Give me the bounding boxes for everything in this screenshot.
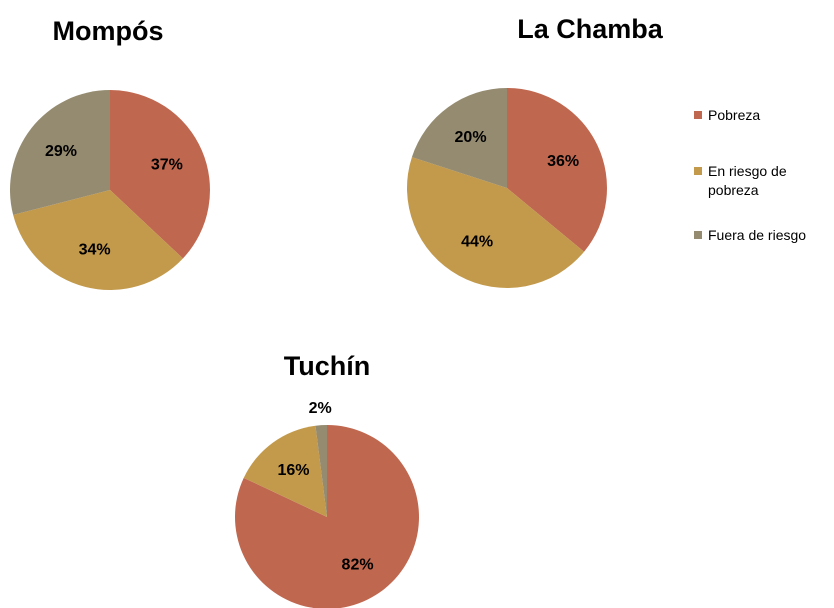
data-label: 29% <box>45 143 77 160</box>
pie-slice <box>243 425 327 517</box>
data-label: 36% <box>547 153 579 170</box>
legend-label: En riesgo de pobreza <box>708 163 787 198</box>
pie-slice <box>315 425 327 517</box>
pie-slice <box>13 190 183 290</box>
legend-item: Fuera de riesgo <box>694 226 834 245</box>
chart-title: Mompós <box>53 16 164 46</box>
pie-slice <box>406 157 585 289</box>
data-label: 44% <box>461 234 493 251</box>
pie-slice <box>110 90 210 259</box>
legend-item: Pobreza <box>694 106 834 125</box>
chart-title: Tuchín <box>284 351 370 381</box>
legend-swatch <box>694 231 702 239</box>
legend-swatch <box>694 111 702 119</box>
pie-slice <box>411 88 507 188</box>
data-label: 2% <box>309 400 332 417</box>
data-label: 20% <box>455 129 487 146</box>
pie-slice <box>507 88 607 252</box>
legend-item: En riesgo de pobreza <box>694 162 808 200</box>
pie-slice <box>10 90 111 215</box>
legend-label: Pobreza <box>708 107 761 123</box>
legend-swatch <box>694 167 702 175</box>
data-label: 16% <box>277 462 309 479</box>
data-label: 37% <box>151 157 183 174</box>
legend: Pobreza En riesgo de pobreza Fuera de ries… <box>694 106 834 245</box>
data-label: 34% <box>79 241 111 258</box>
chart-title: La Chamba <box>517 14 664 44</box>
legend-label: Fuera de riesgo <box>708 227 807 243</box>
data-label: 82% <box>342 556 374 573</box>
pie-slice <box>235 425 419 608</box>
